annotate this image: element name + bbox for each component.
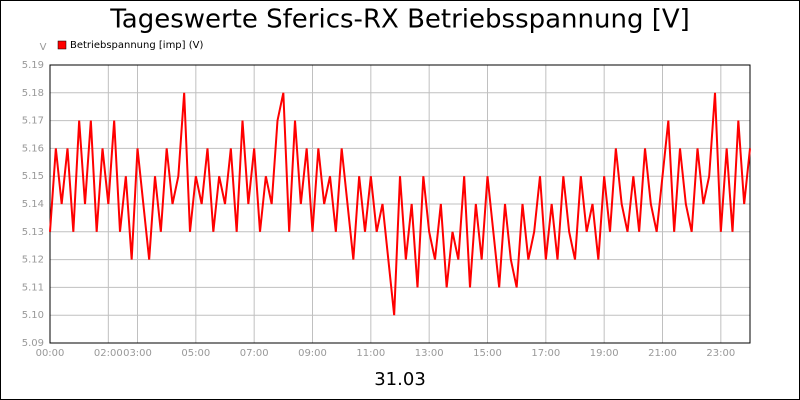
- y-tick-label: 5.13: [22, 227, 44, 238]
- plot-area: [49, 64, 751, 344]
- y-tick-label: 5.17: [22, 116, 44, 127]
- x-tick-label: 21:00: [648, 348, 677, 359]
- y-tick-label: 5.10: [22, 310, 44, 321]
- chart-title: Tageswerte Sferics-RX Betriebsspannung […: [109, 5, 690, 35]
- y-tick-label: 5.15: [22, 171, 44, 182]
- y-tick-label: 5.19: [22, 60, 44, 71]
- data-line: [49, 92, 751, 316]
- legend-label: Betriebspannung [imp] (V): [70, 40, 203, 51]
- x-tick-label: 23:00: [706, 348, 735, 359]
- x-tick-label: 15:00: [473, 348, 502, 359]
- x-tick-label: 07:00: [240, 348, 269, 359]
- x-tick-label: 13:00: [415, 348, 444, 359]
- x-tick-label: 05:00: [181, 348, 210, 359]
- x-axis-label: 31.03: [374, 369, 426, 390]
- x-tick-label: 03:00: [123, 348, 152, 359]
- y-tick-label: 5.09: [22, 338, 44, 349]
- x-tick-label: 17:00: [531, 348, 560, 359]
- legend-swatch: [57, 40, 67, 50]
- x-tick-label: 02:00: [94, 348, 123, 359]
- y-tick-label: 5.16: [22, 143, 44, 154]
- y-tick-label: 5.12: [22, 255, 44, 266]
- y-tick-label: 5.14: [22, 199, 44, 210]
- y-unit: V: [40, 42, 47, 53]
- x-tick-label: 19:00: [590, 348, 619, 359]
- y-tick-label: 5.18: [22, 88, 44, 99]
- x-tick-label: 09:00: [298, 348, 327, 359]
- x-tick-label: 11:00: [356, 348, 385, 359]
- x-tick-label: 00:00: [36, 348, 65, 359]
- y-tick-label: 5.11: [22, 282, 44, 293]
